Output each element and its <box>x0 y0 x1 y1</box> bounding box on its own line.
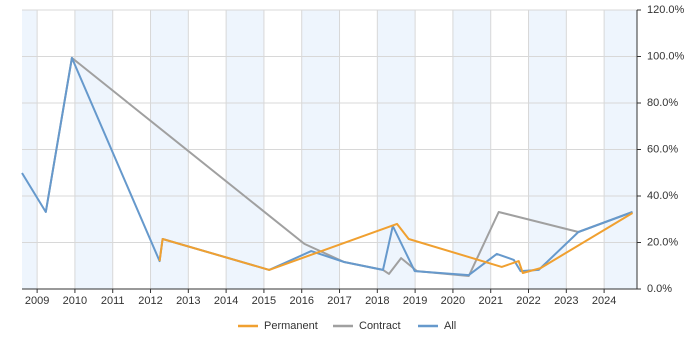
series-line <box>21 56 633 277</box>
x-tick-label: 2024 <box>592 295 616 307</box>
y-tick-label: 0.0% <box>647 283 672 295</box>
x-tick-label: 2015 <box>252 295 276 307</box>
x-tick-label: 2014 <box>214 295 238 307</box>
x-tick-label: 2012 <box>138 295 162 307</box>
x-tick-label: 2023 <box>554 295 578 307</box>
x-tick-label: 2021 <box>478 295 502 307</box>
legend-label: All <box>444 320 456 332</box>
y-tick-label: 100.0% <box>647 50 685 62</box>
x-tick-label: 2009 <box>25 295 49 307</box>
legend-label: Contract <box>359 320 401 332</box>
series-line <box>44 56 633 277</box>
y-tick-label: 40.0% <box>647 190 678 202</box>
series-line <box>158 212 634 274</box>
x-tick-label: 2019 <box>403 295 427 307</box>
x-tick-label: 2018 <box>365 295 389 307</box>
y-tick-label: 20.0% <box>647 236 678 248</box>
y-tick-label: 120.0% <box>647 4 685 16</box>
x-tick-label: 2022 <box>516 295 540 307</box>
x-tick-label: 2020 <box>441 295 465 307</box>
x-tick-label: 2017 <box>327 295 351 307</box>
x-tick-label: 2016 <box>289 295 313 307</box>
y-tick-label: 60.0% <box>647 143 678 155</box>
y-tick-label: 80.0% <box>647 97 678 109</box>
x-tick-label: 2011 <box>101 295 125 307</box>
x-tick-label: 2010 <box>63 295 87 307</box>
legend-label: Permanent <box>264 320 318 332</box>
x-tick-label: 2013 <box>176 295 200 307</box>
